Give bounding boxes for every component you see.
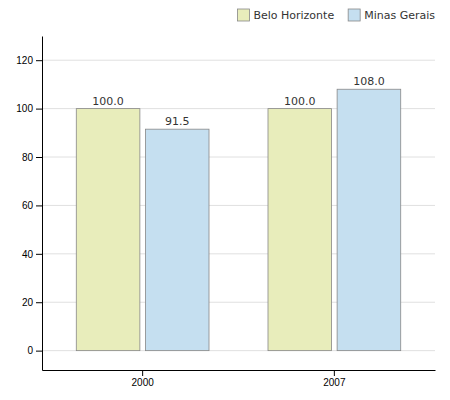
y-tick: 100 bbox=[16, 103, 42, 114]
data-label: 100.0 bbox=[284, 95, 316, 108]
y-tick: 20 bbox=[22, 297, 42, 308]
y-axis-line bbox=[42, 37, 43, 371]
data-labels: 100.0 100.0 91.5 108.0 bbox=[92, 75, 384, 128]
bar-series bbox=[145, 89, 400, 350]
y-tick-label: 40 bbox=[22, 249, 34, 260]
y-axis: 0 20 40 60 80 100 120 bbox=[16, 37, 42, 371]
chart-container: 100.0100.091.5108.0020406080100120200020… bbox=[0, 0, 450, 400]
y-tick-label: 120 bbox=[16, 55, 33, 66]
grid bbox=[42, 60, 435, 350]
bars bbox=[76, 89, 400, 350]
bar bbox=[145, 129, 209, 350]
x-axis: 2000 2007 bbox=[43, 370, 436, 388]
y-tick-mark bbox=[36, 60, 42, 61]
y-tick-mark bbox=[36, 109, 42, 110]
bar bbox=[337, 89, 401, 350]
x-tick-label: 2000 bbox=[132, 377, 155, 388]
data-label: 91.5 bbox=[165, 115, 190, 128]
y-tick-label: 100 bbox=[16, 103, 33, 114]
bar bbox=[268, 109, 332, 351]
bar bbox=[76, 109, 140, 351]
legend-item: Minas Gerais bbox=[348, 9, 435, 22]
x-axis-line bbox=[43, 370, 436, 371]
bar-series bbox=[76, 109, 331, 351]
y-tick-label: 0 bbox=[27, 345, 33, 356]
x-tick-mark bbox=[334, 370, 335, 376]
x-tick: 2007 bbox=[323, 370, 346, 388]
x-tick: 2000 bbox=[132, 370, 155, 388]
legend-swatch bbox=[237, 9, 249, 21]
chart: 100.0100.091.5108.0020406080100120200020… bbox=[0, 0, 450, 400]
y-tick: 40 bbox=[22, 249, 42, 260]
x-tick-label: 2007 bbox=[323, 377, 346, 388]
y-tick-mark bbox=[36, 302, 42, 303]
y-tick-label: 80 bbox=[22, 152, 34, 163]
y-tick-mark bbox=[36, 351, 42, 352]
y-tick: 0 bbox=[27, 345, 42, 356]
y-tick-mark bbox=[36, 254, 42, 255]
legend: Belo Horizonte Minas Gerais bbox=[237, 9, 435, 22]
grid-line bbox=[42, 60, 435, 61]
y-tick-mark bbox=[36, 205, 42, 206]
data-label: 108.0 bbox=[353, 75, 385, 88]
x-tick-mark bbox=[142, 370, 143, 376]
legend-label: Belo Horizonte bbox=[253, 9, 334, 22]
y-tick: 80 bbox=[22, 152, 42, 163]
y-tick: 60 bbox=[22, 200, 42, 211]
legend-label: Minas Gerais bbox=[364, 9, 435, 22]
plot: 100.0100.091.5108.0020406080100120200020… bbox=[16, 37, 435, 389]
legend-item: Belo Horizonte bbox=[237, 9, 334, 22]
data-label: 100.0 bbox=[92, 95, 124, 108]
y-tick: 120 bbox=[16, 55, 42, 66]
y-tick-label: 20 bbox=[22, 297, 34, 308]
y-tick-label: 60 bbox=[22, 200, 34, 211]
y-tick-mark bbox=[36, 157, 42, 158]
legend-swatch bbox=[348, 9, 360, 21]
